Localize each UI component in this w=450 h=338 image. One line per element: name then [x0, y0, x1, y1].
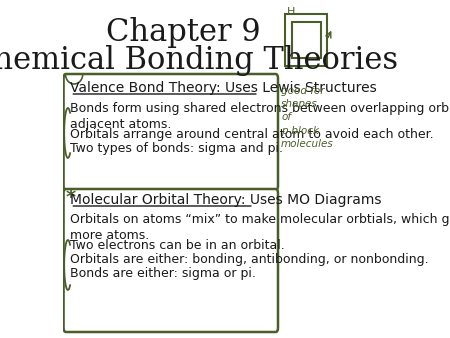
Text: Bonds form using shared electrons between overlapping orbitals on
adjacent atoms: Bonds form using shared electrons betwee… — [70, 102, 450, 131]
Text: H: H — [287, 7, 295, 17]
Text: Chapter 9: Chapter 9 — [107, 18, 261, 48]
Text: Two electrons can be in an orbital.: Two electrons can be in an orbital. — [70, 239, 285, 252]
Text: Chemical Bonding Theories: Chemical Bonding Theories — [0, 45, 398, 75]
Text: Bonds are either: sigma or pi.: Bonds are either: sigma or pi. — [70, 267, 256, 280]
Text: Molecular Orbital Theory: Uses MO Diagrams: Molecular Orbital Theory: Uses MO Diagra… — [70, 193, 382, 207]
FancyBboxPatch shape — [63, 189, 278, 332]
Text: *: * — [66, 189, 76, 208]
Text: Orbitals are either: bonding, antibonding, or nonbonding.: Orbitals are either: bonding, antibondin… — [70, 253, 429, 266]
Bar — [292, 22, 321, 58]
Bar — [285, 14, 327, 66]
Text: Valence Bond Theory: Uses Lewis Structures: Valence Bond Theory: Uses Lewis Structur… — [70, 81, 377, 95]
Text: Orbitals arrange around central atom to avoid each other.: Orbitals arrange around central atom to … — [70, 128, 434, 141]
Text: Orbitals on atoms “mix” to make molecular orbtials, which go over 2 or
more atom: Orbitals on atoms “mix” to make molecula… — [70, 213, 450, 242]
Text: Two types of bonds: sigma and pi.: Two types of bonds: sigma and pi. — [70, 142, 284, 155]
Text: good for
shapes
of
p-block
molecules: good for shapes of p-block molecules — [281, 86, 334, 149]
FancyBboxPatch shape — [63, 74, 278, 190]
